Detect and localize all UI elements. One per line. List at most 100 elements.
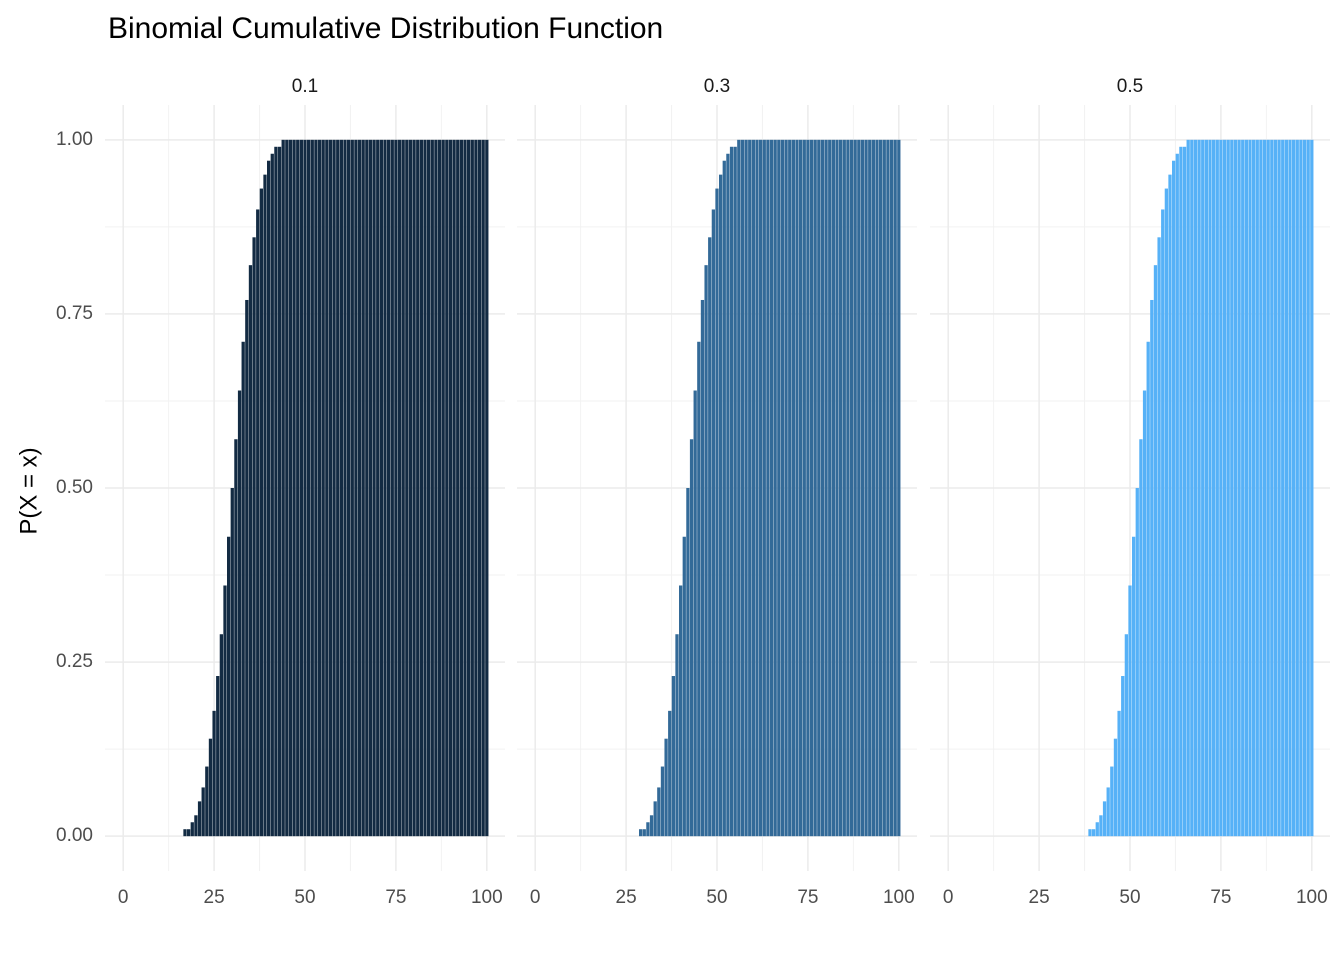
bar — [248, 265, 253, 837]
bar — [427, 139, 431, 837]
bar — [408, 139, 413, 837]
bar — [412, 139, 416, 837]
bar — [481, 139, 485, 837]
bar — [190, 822, 194, 837]
y-tick-label: 0.50 — [56, 477, 93, 498]
bar — [693, 390, 697, 837]
bar — [1153, 265, 1158, 837]
bar — [831, 139, 835, 837]
bar — [1295, 139, 1299, 837]
bar — [1266, 139, 1270, 837]
bar — [820, 139, 825, 837]
bar — [296, 139, 300, 837]
bar — [849, 139, 854, 837]
bar — [1164, 188, 1168, 837]
bar — [802, 139, 806, 837]
bar — [1110, 766, 1114, 837]
bar — [1299, 139, 1303, 837]
bar — [817, 139, 821, 837]
bar — [839, 139, 843, 837]
bar — [657, 787, 661, 837]
bar — [860, 139, 865, 837]
bar — [459, 139, 463, 837]
bar — [737, 139, 741, 837]
bar — [882, 139, 886, 837]
bar — [1302, 139, 1307, 837]
bar — [646, 822, 650, 837]
bar — [1222, 139, 1227, 837]
bar — [1226, 139, 1230, 837]
bar — [1088, 829, 1092, 837]
bar — [430, 139, 434, 837]
bar — [660, 766, 665, 837]
bar — [310, 139, 314, 837]
bar — [722, 160, 726, 837]
bar — [704, 265, 708, 837]
bar — [755, 139, 759, 837]
bar — [1212, 139, 1216, 837]
bar — [1139, 439, 1143, 837]
x-tick-label: 75 — [1210, 887, 1231, 908]
bar — [288, 139, 293, 837]
bar — [394, 139, 398, 837]
bar — [1150, 299, 1154, 837]
bar — [201, 787, 205, 837]
bar — [1102, 801, 1107, 837]
bar — [642, 829, 646, 837]
bar — [1142, 390, 1147, 837]
bar — [1157, 237, 1161, 837]
bar — [376, 139, 380, 837]
bar — [1208, 139, 1212, 837]
bar — [813, 139, 817, 837]
bar — [824, 139, 828, 837]
x-tick-label: 25 — [616, 887, 637, 908]
bar — [715, 188, 719, 837]
bar — [328, 139, 333, 837]
bar — [1204, 139, 1208, 837]
bar — [267, 160, 271, 837]
bar — [350, 139, 354, 837]
bar — [689, 439, 694, 837]
bar — [245, 299, 249, 837]
bar — [1128, 585, 1132, 837]
y-tick-label: 1.00 — [56, 129, 93, 150]
bar — [1186, 139, 1190, 837]
bar — [897, 139, 901, 837]
bar — [448, 139, 453, 837]
bar — [277, 146, 282, 837]
bar — [347, 139, 351, 837]
bar — [1161, 209, 1165, 837]
x-tick-label: 50 — [706, 887, 727, 908]
bar — [314, 139, 318, 837]
bar — [1270, 139, 1274, 837]
bar — [1230, 139, 1234, 837]
x-tick-label: 50 — [1119, 887, 1140, 908]
bar — [780, 139, 785, 837]
x-tick-label: 75 — [797, 887, 818, 908]
bar — [1215, 139, 1219, 837]
bar — [675, 634, 679, 837]
bar — [212, 710, 216, 837]
bar — [303, 139, 307, 837]
bar — [740, 139, 745, 837]
bar — [1135, 488, 1139, 837]
bar — [1121, 676, 1125, 837]
bar — [762, 139, 766, 837]
bar — [1117, 710, 1121, 837]
bar — [216, 676, 220, 837]
bar — [423, 139, 427, 837]
bar — [234, 439, 238, 837]
bar — [477, 139, 482, 837]
bar — [671, 676, 675, 837]
bar — [893, 139, 897, 837]
bar — [875, 139, 879, 837]
facet-label: 0.5 — [1117, 76, 1143, 97]
bar — [230, 488, 234, 837]
bar — [708, 237, 712, 837]
bar — [368, 139, 373, 837]
bar — [788, 139, 792, 837]
x-tick-label: 100 — [1296, 887, 1328, 908]
bar — [835, 139, 839, 837]
bar — [197, 801, 202, 837]
bar — [339, 139, 343, 837]
